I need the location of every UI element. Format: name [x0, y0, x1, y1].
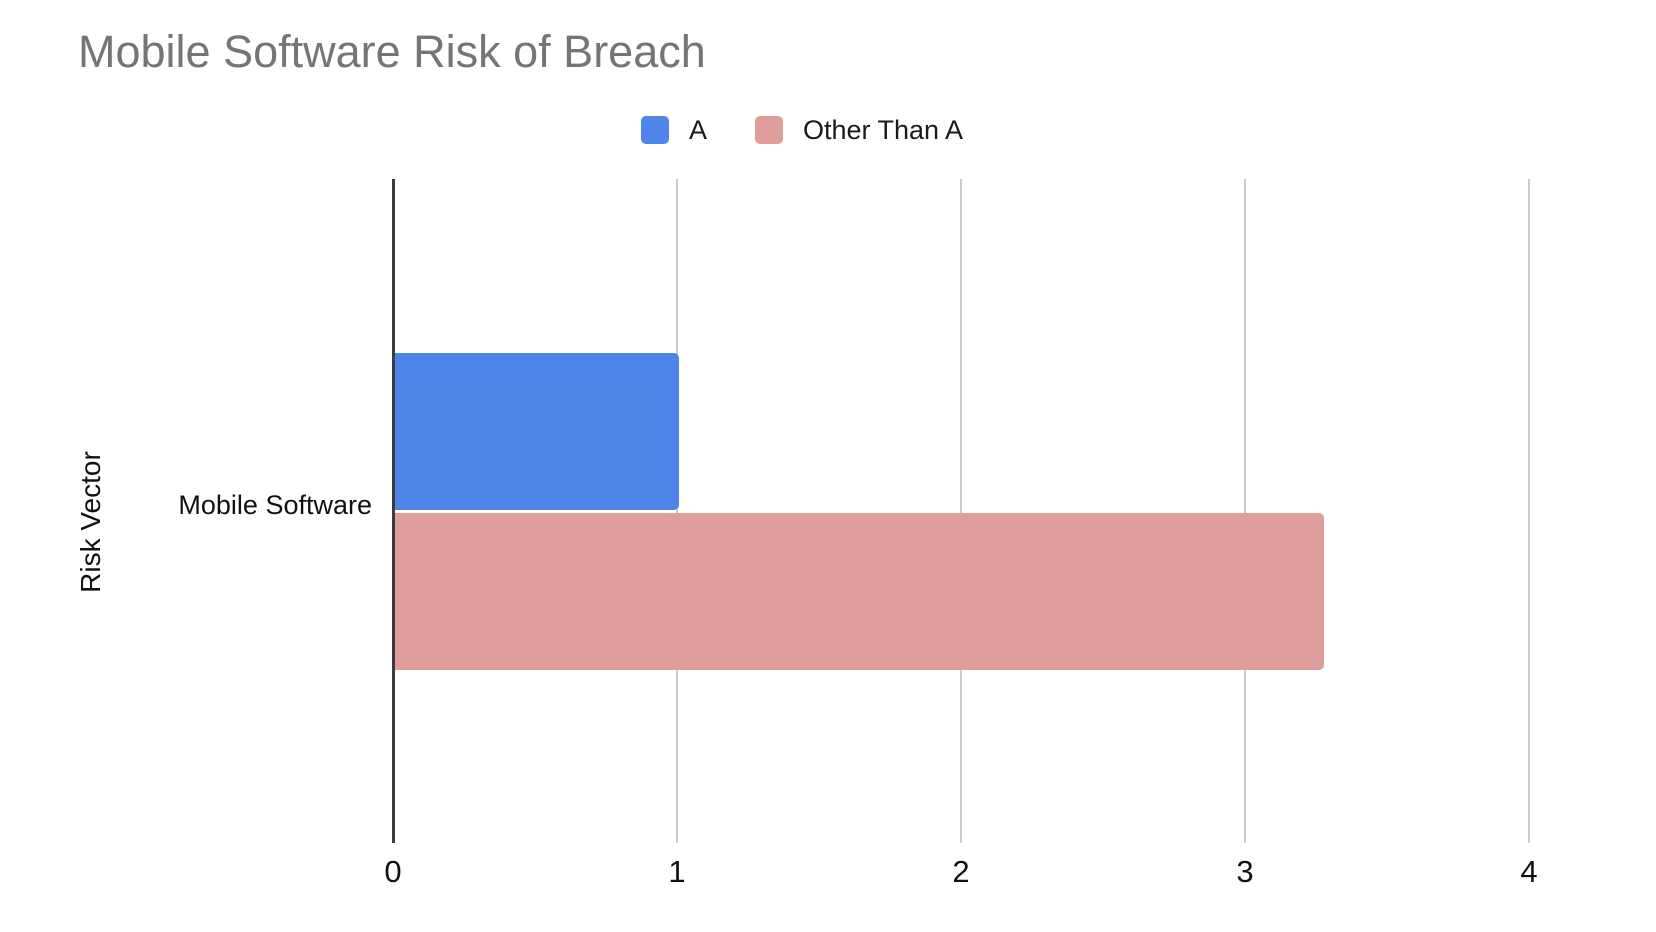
legend-label-other-than-a: Other Than A [802, 114, 964, 145]
bar-a [395, 352, 679, 510]
legend-swatch-a [640, 116, 669, 144]
x-tick-label: 4 [1520, 854, 1538, 889]
legend-swatch-other-than-a [754, 116, 783, 144]
x-tick-label: 2 [952, 854, 970, 889]
y-axis-title: Risk Vector [75, 451, 106, 593]
y-axis-line [392, 179, 395, 843]
gridline [1528, 179, 1530, 843]
plot-area [392, 179, 1530, 843]
chart-title: Mobile Software Risk of Breach [78, 26, 706, 77]
x-tick-label: 1 [668, 854, 686, 889]
legend-item-a: A [640, 114, 707, 146]
category-label: Mobile Software [178, 490, 372, 520]
gridline [676, 179, 678, 843]
legend: A Other Than A [0, 109, 1604, 151]
x-tick-label: 3 [1236, 854, 1254, 889]
x-tick-label: 0 [384, 854, 402, 889]
legend-label-a: A [688, 114, 707, 145]
bar-other-than-a [395, 512, 1324, 670]
gridline [960, 179, 962, 843]
legend-item-other-than-a: Other Than A [754, 114, 964, 146]
gridline [1244, 179, 1246, 843]
